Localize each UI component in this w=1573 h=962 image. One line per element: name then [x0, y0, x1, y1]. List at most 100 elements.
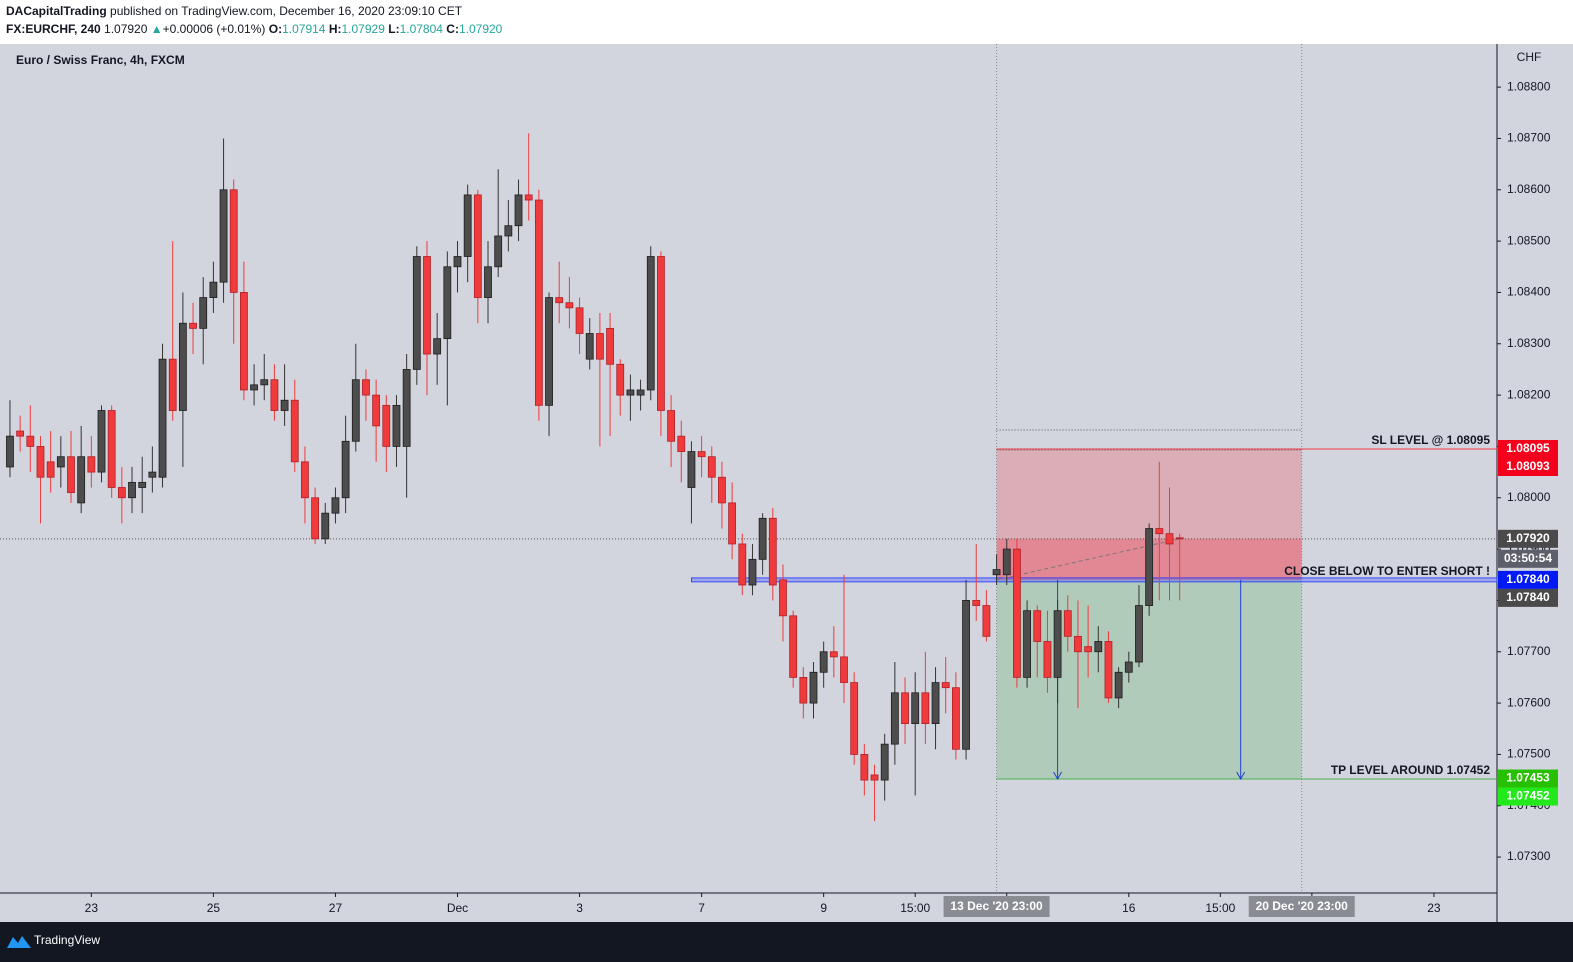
footer-logo [7, 936, 31, 948]
candle-body [362, 379, 370, 396]
price-label-bg [1498, 570, 1558, 589]
chart-bg [0, 44, 1573, 922]
candle-body [870, 774, 879, 781]
candle-body [595, 333, 604, 360]
candle-body [463, 194, 472, 257]
candle-body [738, 543, 747, 586]
published: published on TradingView.com, December 1… [110, 4, 463, 18]
range-time: 23:00 [1012, 899, 1043, 913]
candle-body [321, 512, 330, 540]
candle-body [657, 256, 665, 411]
price-label: 1.07920 [1506, 531, 1550, 545]
candle-body [514, 194, 523, 227]
candle-body [850, 682, 859, 755]
candle-body [484, 266, 492, 298]
y-tick-label: 1.07600 [1507, 695, 1551, 709]
candle-body [117, 487, 126, 499]
y-unit: CHF [1517, 50, 1542, 64]
x-tick-label: 3 [576, 901, 583, 915]
candle-body [575, 307, 584, 334]
candle-body [382, 404, 391, 447]
candle-body [209, 281, 218, 298]
arrow: ▲ [151, 22, 163, 36]
candle-body [67, 456, 75, 494]
y-tick-label: 1.08800 [1507, 79, 1551, 93]
candle-body [1084, 646, 1093, 653]
candle-body [331, 497, 340, 514]
candle-body [494, 235, 503, 268]
candle-body [412, 256, 421, 370]
candle-body [189, 322, 197, 329]
candle-body [219, 189, 228, 283]
candle-body [1063, 610, 1072, 637]
h-label: H: [329, 22, 342, 36]
candle-body [402, 369, 411, 447]
header-bg [0, 0, 1573, 44]
candle-body [199, 297, 208, 329]
candle-body [524, 194, 533, 201]
y-tick-label: 1.08500 [1507, 233, 1551, 247]
candle-body [504, 225, 513, 237]
l: 1.07804 [400, 22, 444, 36]
price-label-bg [1498, 769, 1558, 788]
candle-body [819, 651, 828, 673]
countdown: 03:50:54 [1504, 551, 1552, 565]
chart-title: Euro / Swiss Franc, 4h, FXCM [16, 53, 185, 67]
candle-body [1043, 641, 1052, 678]
candle-body [6, 435, 14, 468]
price-label: 1.07453 [1506, 771, 1550, 785]
candle-body [829, 651, 838, 658]
price-label-bg [1498, 439, 1558, 458]
candle-body [779, 579, 787, 617]
candle-body [178, 322, 187, 411]
candle-body [392, 404, 401, 447]
stop-text: SL LEVEL @ 1.08095 [1371, 433, 1490, 447]
candle-body [270, 379, 279, 411]
price-label: 1.07452 [1506, 789, 1550, 803]
x-tick-label: 15:00 [900, 901, 930, 915]
candle-body [77, 456, 86, 504]
symbol: FX:EURCHF, 240 [6, 22, 101, 36]
candle-body [972, 600, 981, 606]
candle-body [1033, 610, 1042, 642]
arrow-head [1236, 771, 1246, 781]
price-label: 1.07840 [1506, 572, 1550, 586]
x-tick-label: 7 [698, 901, 705, 915]
candle-body [880, 743, 889, 781]
o: 1.07914 [282, 22, 326, 36]
candle-body [341, 440, 350, 499]
candle-body [758, 517, 767, 560]
candle-body [311, 497, 320, 540]
c-label: C: [446, 22, 459, 36]
candle-body [280, 399, 289, 411]
price-label: 1.08093 [1506, 459, 1550, 473]
y-tick-label: 1.07500 [1507, 747, 1551, 761]
x-tick-label: Dec [447, 901, 468, 915]
l-label: L: [388, 22, 399, 36]
y-tick-label: 1.08700 [1507, 131, 1551, 145]
candle-body [768, 517, 777, 586]
candle-body [1104, 641, 1113, 699]
candle-body [87, 456, 96, 473]
candle-body [260, 379, 269, 386]
x-tick-label: 9 [820, 901, 827, 915]
candle-body [606, 327, 614, 365]
y-tick-label: 1.08600 [1507, 182, 1551, 196]
candle-body [168, 358, 177, 411]
candle-body [931, 682, 940, 725]
candle-body [534, 199, 543, 406]
range-label: 20 Dec '20 23:00 [1256, 899, 1349, 913]
price-label: 1.08095 [1506, 441, 1550, 455]
candle-body [667, 410, 675, 442]
candle-body [951, 687, 960, 750]
candle-body [962, 600, 970, 750]
countdown-bg [1498, 549, 1558, 568]
candle-body [799, 677, 808, 704]
price-label-bg [1498, 529, 1558, 548]
price-label-bg [1498, 457, 1558, 476]
candle-body [1165, 533, 1174, 545]
y-tick-label: 1.08000 [1507, 490, 1551, 504]
x-tick-label: 15:00 [1205, 901, 1235, 915]
candle-body [1002, 548, 1011, 576]
